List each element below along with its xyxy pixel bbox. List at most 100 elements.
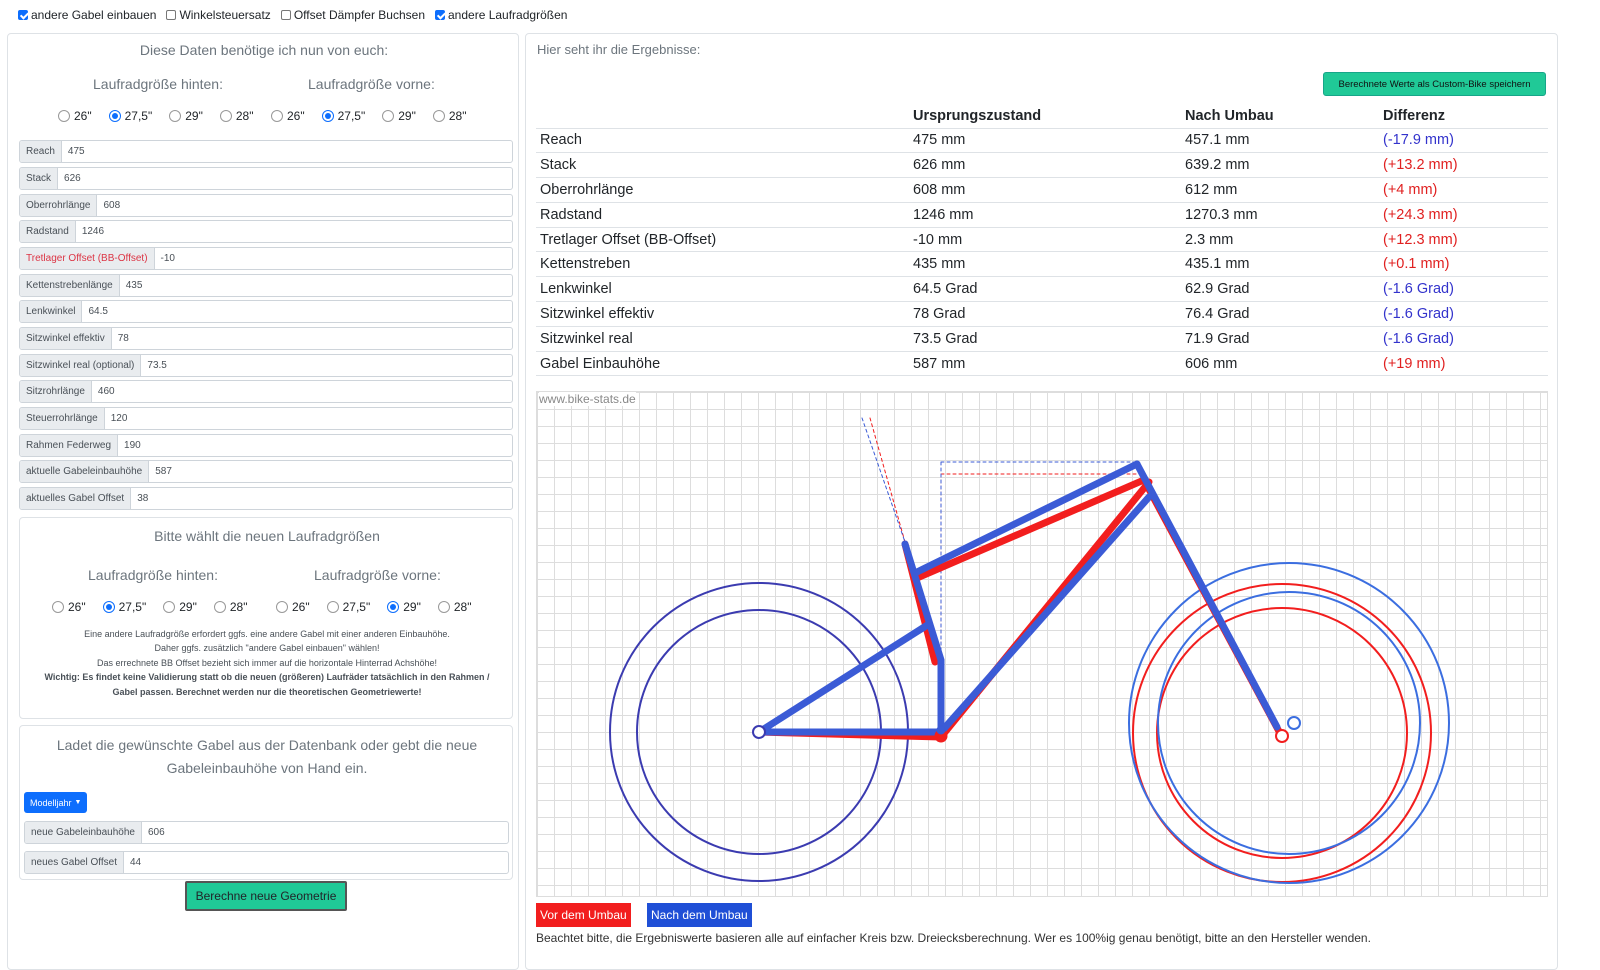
field-head-angle[interactable]: Lenkwinkel 64.5: [19, 300, 513, 323]
field-value[interactable]: -10: [160, 253, 175, 264]
field-value[interactable]: 475: [67, 146, 85, 157]
legend-before: Vor dem Umbau: [536, 903, 631, 927]
cell-label: Tretlager Offset (BB-Offset): [536, 227, 909, 253]
front-axle-before: [1275, 729, 1289, 743]
field-stack[interactable]: Stack 626: [19, 167, 513, 190]
radio-icon[interactable]: [271, 110, 283, 122]
option-label: Offset Dämpfer Buchsen: [293, 8, 425, 22]
checkbox-checked-icon[interactable]: [18, 10, 28, 20]
field-fork-height[interactable]: aktuelle Gabeleinbauhöhe 587: [19, 460, 513, 483]
field-value[interactable]: 73.5: [147, 360, 167, 371]
radio-new-rear-28[interactable]: 28": [213, 600, 247, 614]
radio-front-29[interactable]: 29": [382, 109, 416, 123]
cell-before: 475 mm: [909, 128, 1181, 154]
radio-selected-icon[interactable]: [102, 601, 115, 613]
field-value[interactable]: 44: [129, 857, 142, 868]
radio-label: 29": [403, 600, 421, 614]
option-offset-bushings[interactable]: Offset Dämpfer Buchsen: [280, 8, 425, 22]
radio-icon[interactable]: [169, 110, 182, 122]
checkbox-checked-icon[interactable]: [435, 10, 445, 20]
field-wheelbase[interactable]: Radstand 1246: [19, 220, 513, 243]
field-value[interactable]: 1246: [81, 226, 105, 237]
radio-rear-275[interactable]: 27,5": [108, 109, 152, 123]
radio-selected-icon[interactable]: [387, 601, 400, 613]
field-value[interactable]: 587: [155, 466, 172, 477]
radio-icon[interactable]: [52, 601, 64, 613]
field-value[interactable]: 120: [110, 413, 128, 424]
radio-rear-28[interactable]: 28": [219, 109, 253, 123]
field-value[interactable]: 606: [147, 827, 165, 838]
field-new-fork-offset[interactable]: neues Gabel Offset 44: [24, 851, 509, 874]
checkbox-icon[interactable]: [166, 10, 177, 20]
cell-diff: (-1.6 Grad): [1379, 326, 1548, 352]
field-travel[interactable]: Rahmen Federweg 190: [19, 434, 513, 457]
save-custom-bike-button[interactable]: Berechnete Werte als Custom-Bike speiche…: [1323, 72, 1546, 96]
radio-front-26[interactable]: 26": [271, 109, 305, 123]
radio-selected-icon[interactable]: [321, 110, 334, 122]
cell-diff: (-17.9 mm): [1379, 128, 1548, 154]
radio-icon[interactable]: [58, 110, 70, 122]
model-year-dropdown[interactable]: Modelljahr ▼: [24, 792, 88, 813]
field-reach[interactable]: Reach 475: [19, 140, 513, 163]
field-bb-offset[interactable]: Tretlager Offset (BB-Offset) -10: [19, 247, 513, 270]
radio-label: 29": [398, 109, 416, 123]
field-value[interactable]: 435: [125, 280, 143, 291]
radio-new-front-275[interactable]: 27,5": [326, 600, 370, 614]
field-seat-angle-real[interactable]: Sitzwinkel real (optional) 73.5: [19, 354, 513, 377]
radio-icon[interactable]: [326, 601, 339, 613]
radio-front-275[interactable]: 27,5": [321, 109, 365, 123]
radio-new-front-29[interactable]: 29": [387, 600, 421, 614]
field-value[interactable]: 190: [124, 440, 141, 451]
radio-icon[interactable]: [382, 110, 395, 122]
radio-icon[interactable]: [213, 601, 226, 613]
field-seat-tube[interactable]: Sitzrohrlänge 460: [19, 380, 513, 403]
field-value[interactable]: 608: [103, 200, 121, 211]
radio-rear-29[interactable]: 29": [169, 109, 203, 123]
calculate-button[interactable]: Berechne neue Geometrie: [185, 881, 347, 911]
cell-diff: (-1.6 Grad): [1379, 301, 1548, 327]
checkbox-icon[interactable]: [280, 10, 291, 20]
rear-wheel-options: 26" 27,5" 29" 28": [58, 109, 261, 123]
table-header: Ursprungszustand Nach Umbau Differenz: [536, 104, 1548, 129]
fork-section: Ladet die gewünschte Gabel aus der Daten…: [19, 725, 513, 880]
radio-new-front-28[interactable]: 28": [437, 600, 471, 614]
radio-icon[interactable]: [276, 601, 288, 613]
radio-icon[interactable]: [163, 601, 176, 613]
radio-selected-icon[interactable]: [108, 110, 121, 122]
radio-new-front-26[interactable]: 26": [276, 600, 310, 614]
option-bar: andere Gabel einbauen Winkelsteuersatz O…: [18, 8, 571, 22]
option-other-fork[interactable]: andere Gabel einbauen: [18, 8, 156, 22]
field-fork-offset[interactable]: aktuelles Gabel Offset 38: [19, 487, 513, 510]
table-row: Sitzwinkel real 73.5 Grad 71.9 Grad (-1.6 G…: [536, 326, 1548, 352]
field-label: Lenkwinkel: [20, 301, 83, 322]
table-row: Reach 475 mm 457.1 mm (-17.9 mm): [536, 128, 1548, 154]
radio-icon[interactable]: [437, 601, 450, 613]
cell-after: 612 mm: [1181, 177, 1379, 203]
option-angleset[interactable]: Winkelsteuersatz: [166, 8, 271, 22]
field-value[interactable]: 626: [64, 173, 81, 184]
radio-new-rear-275[interactable]: 27,5": [102, 600, 146, 614]
field-top-tube[interactable]: Oberrohrlänge 608: [19, 194, 513, 217]
option-label: andere Gabel einbauen: [31, 8, 157, 22]
field-new-fork-height[interactable]: neue Gabeleinbauhöhe 606: [24, 821, 509, 844]
field-value[interactable]: 38: [137, 493, 149, 504]
field-value[interactable]: 460: [97, 386, 115, 397]
radio-new-rear-26[interactable]: 26": [52, 600, 86, 614]
field-seat-angle-eff[interactable]: Sitzwinkel effektiv 78: [19, 327, 513, 350]
radio-icon[interactable]: [219, 110, 232, 122]
field-chainstay[interactable]: Kettenstrebenlänge 435: [19, 274, 513, 297]
frame-before-toptube: [913, 476, 1148, 582]
radio-rear-26[interactable]: 26": [58, 109, 92, 123]
wheel-note-warning-1: Wichtig: Es findet keine Validierung sta…: [44, 672, 490, 682]
cell-label: Reach: [536, 128, 909, 154]
field-value[interactable]: 64.5: [88, 306, 108, 317]
cell-label: Oberrohrlänge: [536, 177, 909, 203]
radio-front-28[interactable]: 28": [432, 109, 466, 123]
radio-new-rear-29[interactable]: 29": [163, 600, 197, 614]
rear-wheel-label: Laufradgröße hinten:: [93, 76, 223, 92]
radio-label: 26": [74, 109, 92, 123]
field-head-tube[interactable]: Steuerrohrlänge 120: [19, 407, 513, 430]
radio-icon[interactable]: [432, 110, 445, 122]
option-other-wheels[interactable]: andere Laufradgrößen: [435, 8, 567, 22]
field-value[interactable]: 78: [117, 333, 129, 344]
